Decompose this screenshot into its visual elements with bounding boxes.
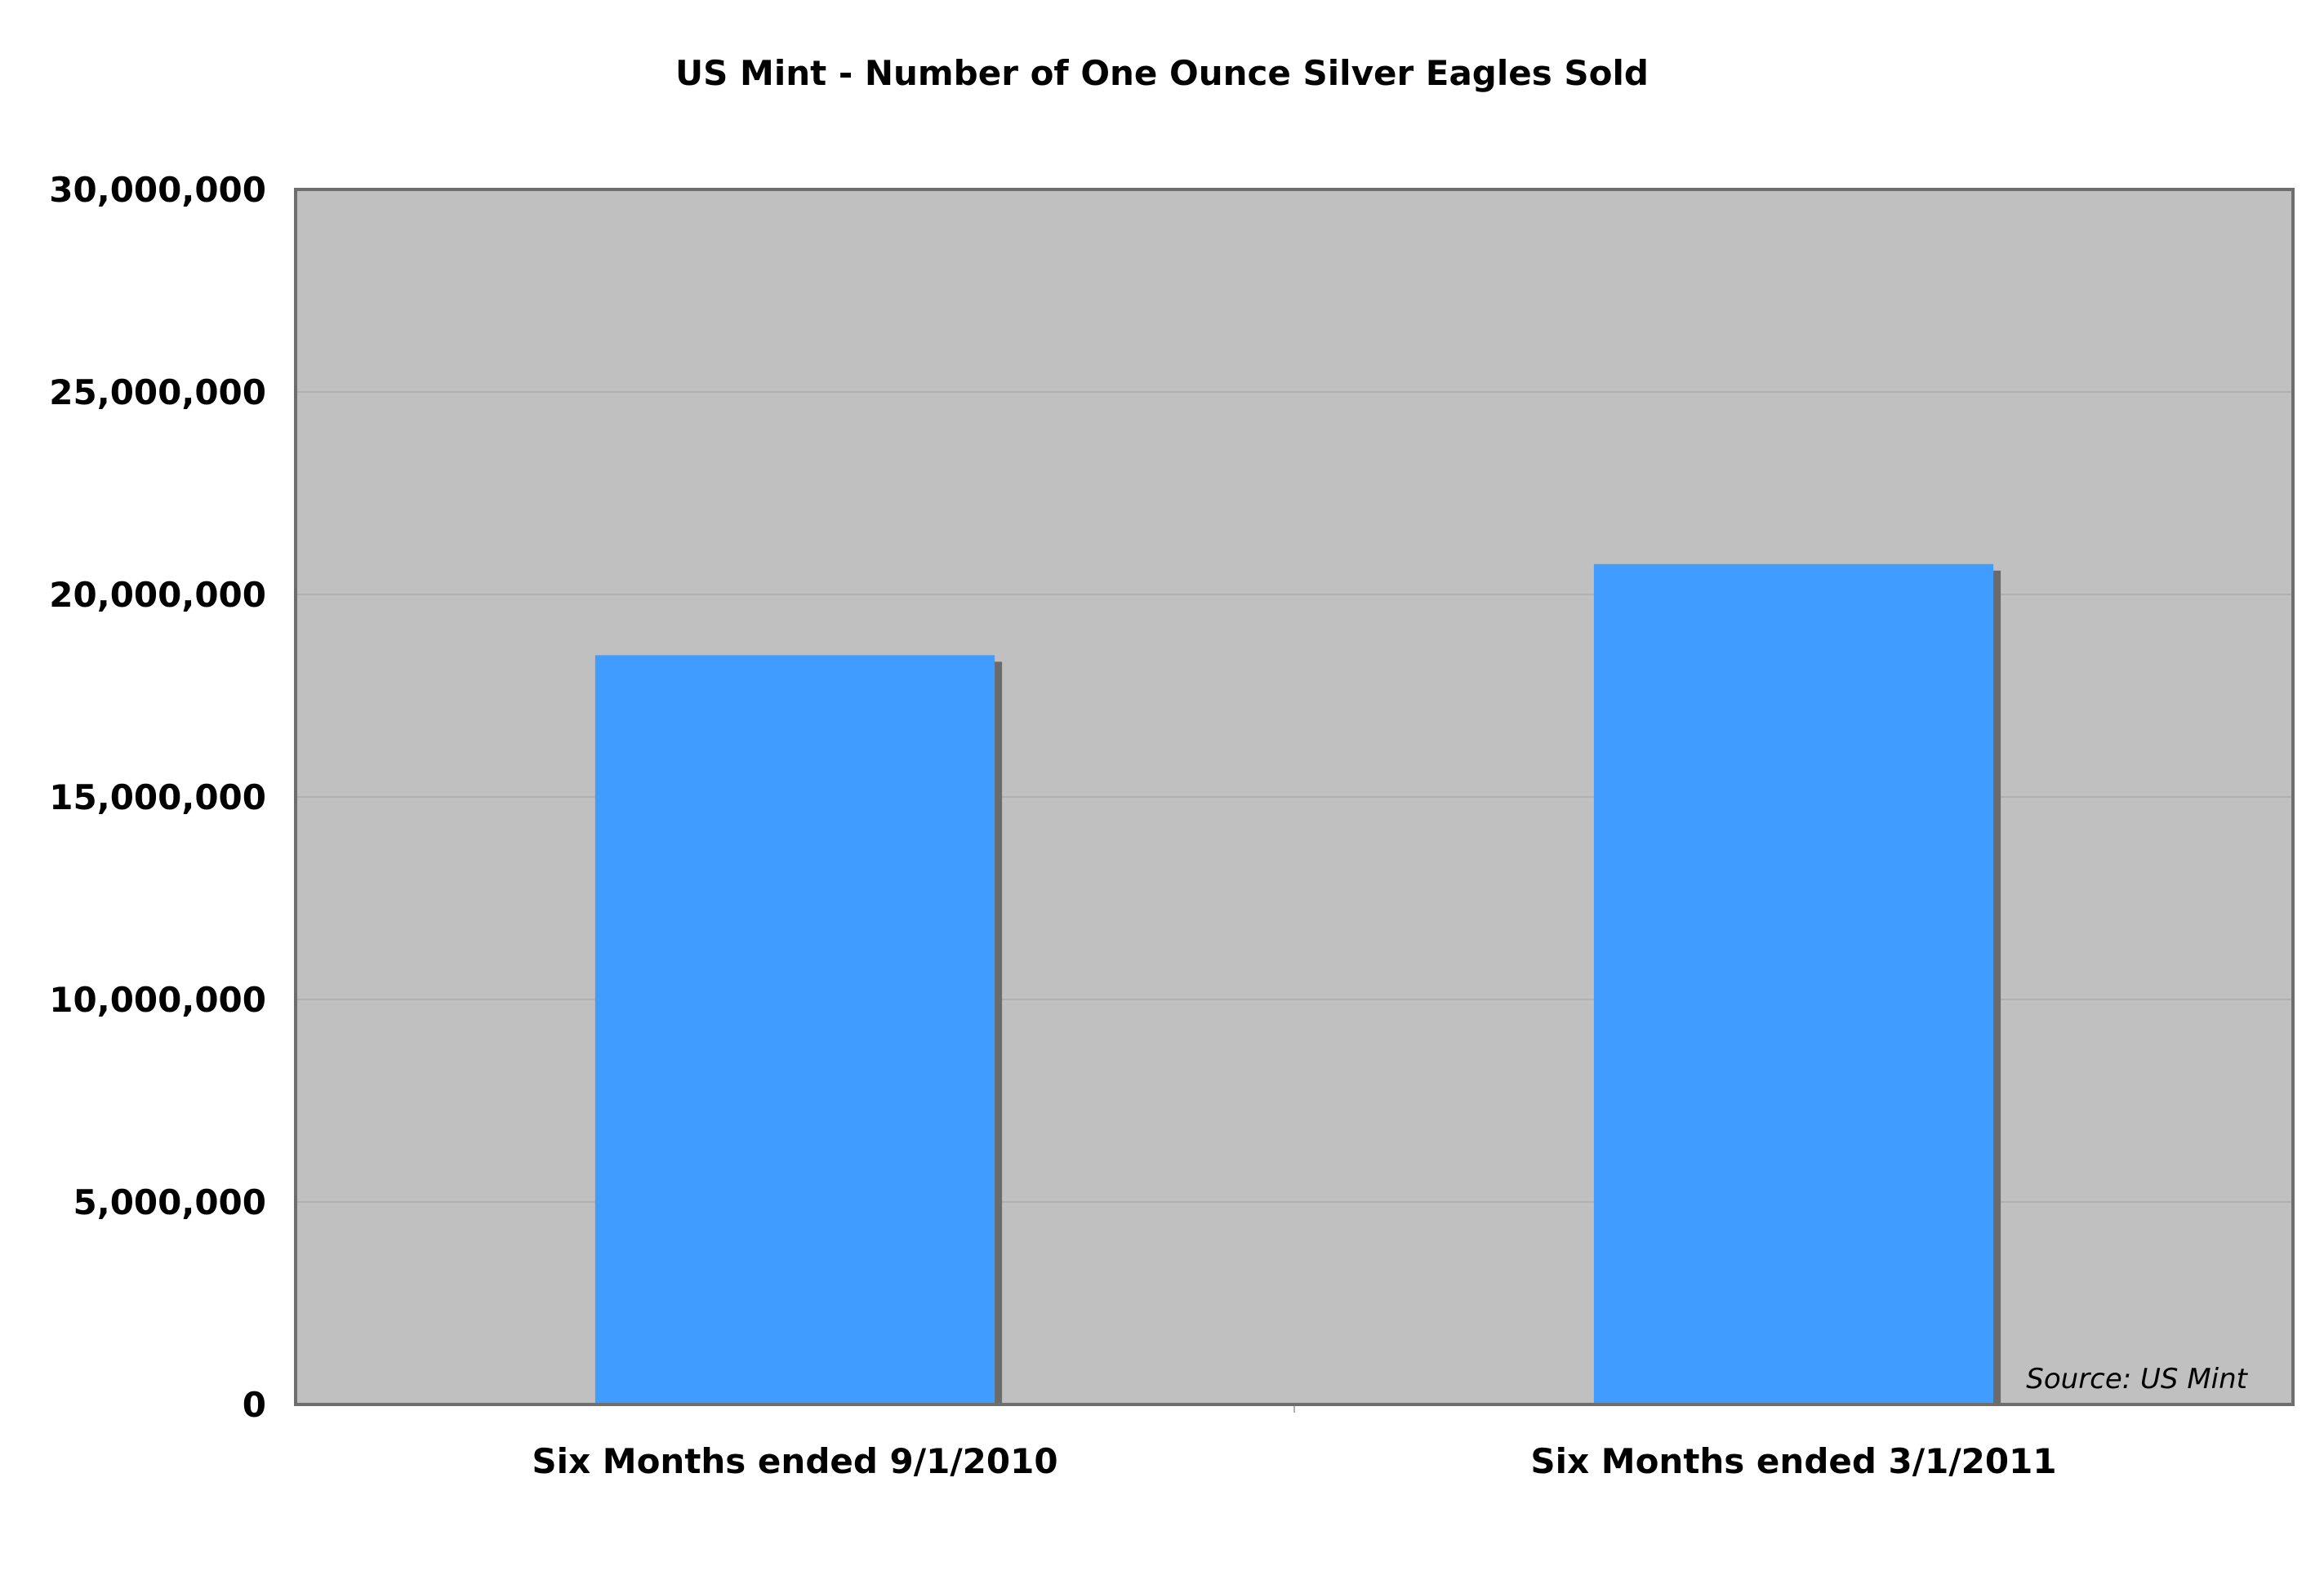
y-tick-label: 15,000,000 — [49, 777, 266, 817]
x-tick-label: Six Months ended 3/1/2011 — [1530, 1441, 2056, 1481]
bar — [594, 655, 995, 1404]
chart-title: US Mint - Number of One Ounce Silver Eag… — [675, 53, 1649, 93]
plot-border — [294, 188, 2295, 1406]
y-tick-label: 25,000,000 — [49, 372, 266, 412]
source-annotation: Source: US Mint — [2026, 1363, 2248, 1395]
bar — [1593, 563, 1994, 1404]
y-tick-label: 10,000,000 — [49, 980, 266, 1020]
y-axis-ticks: 0 5,000,000 10,000,000 15,000,000 20,000,000… — [49, 170, 266, 1425]
y-tick-label: 0 — [243, 1385, 266, 1425]
x-axis-ticks: Six Months ended 9/1/2010 Six Months ende… — [532, 1441, 2056, 1481]
x-tick-label: Six Months ended 9/1/2010 — [532, 1441, 1057, 1481]
bars — [594, 563, 2001, 1404]
y-tick-label: 5,000,000 — [73, 1182, 266, 1222]
y-tick-label: 20,000,000 — [49, 575, 266, 615]
y-tick-label: 30,000,000 — [49, 170, 266, 210]
